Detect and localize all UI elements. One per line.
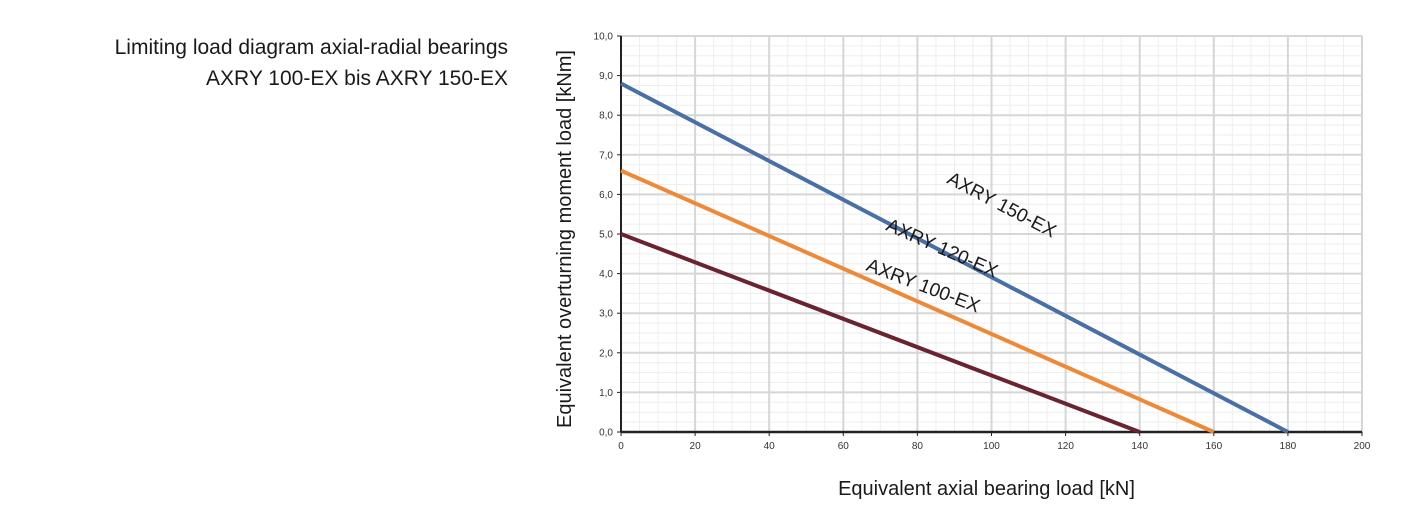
chart-grid (621, 35, 1363, 432)
series-label-axry-150-ex: AXRY 150-EX (944, 168, 1060, 242)
x-tick-label: 100 (983, 441, 1000, 452)
x-tick-label: 180 (1280, 441, 1297, 452)
x-tick-label: 40 (764, 441, 776, 452)
chart-tick-labels: 0 20 40 60 80 100 120 140 160 180 200 0,0 1,0 2,0 3,0 4… (594, 32, 1371, 453)
series-line-axry-100-ex (620, 232, 1141, 434)
chart-title-line-2: AXRY 100-EX bis AXRY 150-EX (206, 67, 508, 90)
series-line-axry-150-ex (620, 81, 1289, 434)
y-tick-label: 6,0 (599, 190, 613, 201)
x-tick-label: 200 (1354, 441, 1371, 452)
x-tick-label: 60 (838, 441, 850, 452)
chart-title-line-1: Limiting load diagram axial-radial beari… (114, 36, 508, 59)
y-tick-label: 3,0 (599, 309, 613, 320)
y-tick-label: 1,0 (599, 388, 613, 399)
y-axis-title: Equivalent overturning moment load [kNm] (554, 50, 576, 428)
x-tick-label: 20 (690, 441, 702, 452)
y-tick-label: 8,0 (599, 111, 613, 122)
series-line-axry-120-ex (620, 168, 1215, 434)
y-tick-label: 7,0 (599, 150, 613, 161)
x-tick-label: 140 (1131, 441, 1148, 452)
y-tick-label: 2,0 (599, 348, 613, 359)
chart-series (620, 81, 1289, 434)
y-tick-label: 0,0 (599, 428, 613, 439)
chart-title: Limiting load diagram axial-radial beari… (115, 32, 508, 94)
x-tick-label: 80 (912, 441, 924, 452)
x-tick-label: 0 (618, 441, 624, 452)
x-tick-label: 120 (1057, 441, 1074, 452)
y-tick-label: 4,0 (599, 269, 613, 280)
y-tick-label: 10,0 (594, 32, 614, 43)
x-axis-title: Equivalent axial bearing load [kN] (838, 478, 1135, 500)
y-tick-label: 5,0 (599, 230, 613, 241)
x-tick-label: 160 (1205, 441, 1222, 452)
y-tick-label: 9,0 (599, 71, 613, 82)
